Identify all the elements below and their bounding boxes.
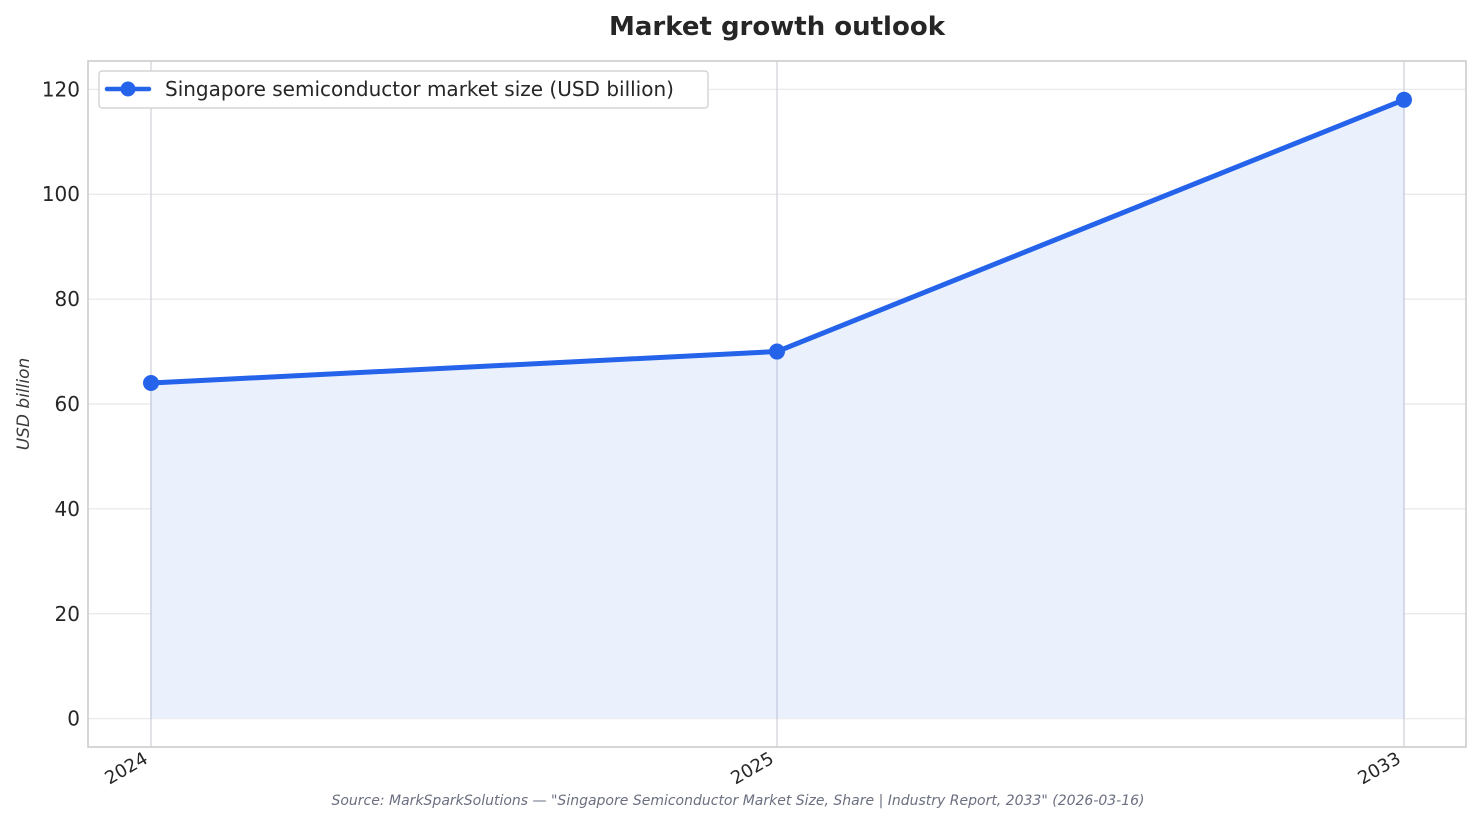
y-tick-label: 80 [55,287,80,311]
data-point [769,343,785,360]
legend-label: Singapore semiconductor market size (USD… [165,77,674,101]
data-point [1396,91,1412,108]
x-tick-label: 2024 [101,748,151,789]
x-tick-label: 2033 [1354,748,1404,789]
x-tick-label: 2025 [727,748,777,789]
legend: Singapore semiconductor market size (USD… [98,70,709,109]
plot-frame [87,60,1467,748]
y-tick-label: 20 [55,602,80,626]
data-point [143,375,159,392]
y-tick-label: 120 [42,77,80,101]
source-note: Source: MarkSparkSolutions — "Singapore … [331,793,1144,809]
area-layer [143,91,1412,719]
y-axis-label: USD billion [14,358,34,451]
y-tick-label: 100 [42,182,80,206]
y-ticks: 0 20 40 60 80 100 120 [42,77,80,730]
x-ticks: 2024 2025 2033 [101,748,1404,789]
y-tick-label: 60 [55,392,80,416]
y-tick-label: 40 [55,497,80,521]
y-tick-label: 0 [67,707,80,731]
legend-box [98,70,709,109]
chart-title: Market growth outlook [609,12,946,42]
legend-marker-swatch [120,81,136,97]
